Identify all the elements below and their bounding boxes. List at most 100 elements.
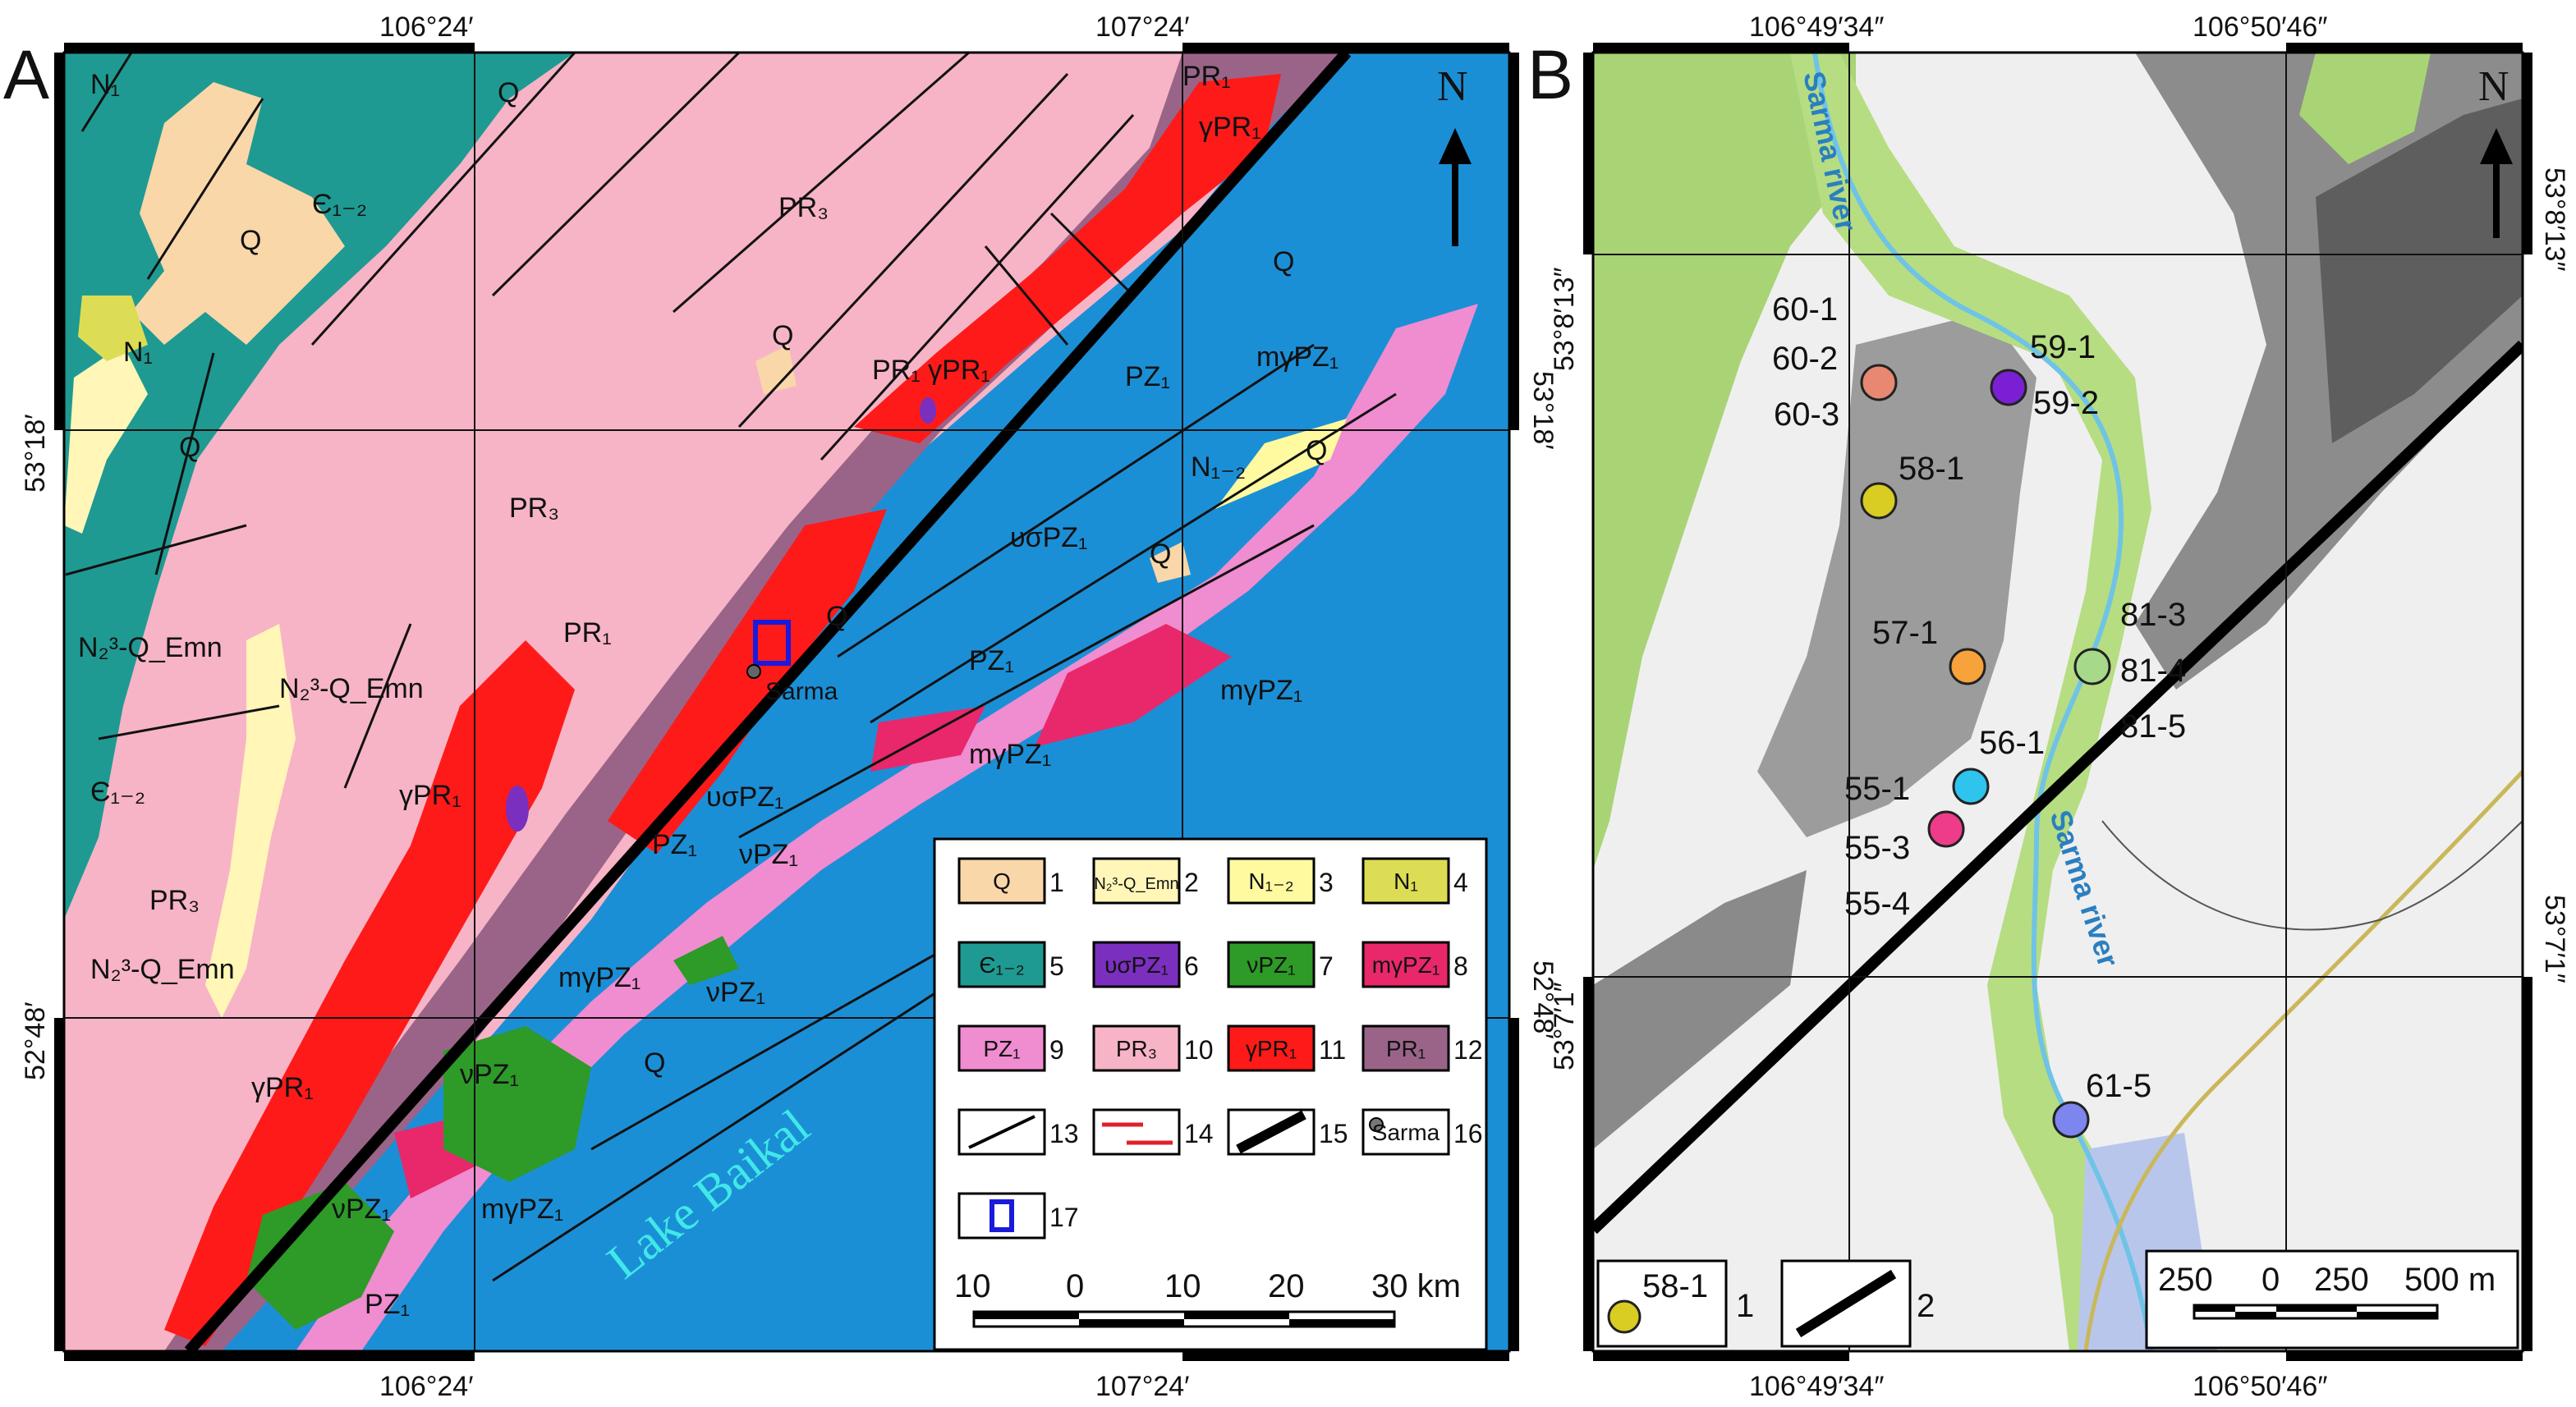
- coord-a-right-upper: 53°18′: [1527, 371, 1559, 450]
- sample-point-58: [1860, 482, 1898, 520]
- coord-b-bottom-left: 106°49′34″: [1749, 1371, 1884, 1402]
- unit-uspz1-a: [506, 786, 529, 832]
- north-arrow-b: N: [2478, 63, 2513, 238]
- coord-a-left-upper: 53°18′: [20, 414, 51, 493]
- sample-label-55-1: 55-1: [1844, 771, 1910, 807]
- sample-point-57: [1949, 648, 1986, 685]
- legend-a-number-14: 14: [1184, 1119, 1214, 1148]
- legend-a-number-15: 15: [1319, 1119, 1348, 1148]
- hillshade-east-dark: [2316, 99, 2523, 443]
- label-q-west: Q: [240, 225, 261, 256]
- coord-b-top-left: 106°49′34″: [1749, 11, 1884, 43]
- legend-a-main-fault-symbol: [1236, 1110, 1306, 1154]
- legend-a-items: Q 1 N₂³-Q_Emn 2 N₁₋₂ 3 N₁ 4 Є₁₋₂ 5 υσPZ₁ 6 νPZ₁ 7 mγPZ…: [957, 857, 1483, 1240]
- legend-a-swatch-1: [957, 857, 1046, 905]
- label-c12-north: Є₁₋₂: [312, 189, 367, 220]
- label-pr3-center: PR₃: [509, 493, 559, 524]
- label-vpz1-south: νPZ₁: [460, 1059, 519, 1090]
- sample-point-61: [2052, 1101, 2090, 1139]
- legend-a-number-8: 8: [1453, 951, 1468, 981]
- track: [2101, 820, 2523, 931]
- sarma-label: Sarma: [765, 678, 838, 705]
- legend-a-unit-label-7: νPZ₁: [1247, 952, 1295, 978]
- label-q-sarma: Q: [826, 601, 847, 632]
- label-nqmn-sw: N₂³-Q_Emn: [90, 954, 235, 985]
- vegetation-ne: [2299, 53, 2431, 164]
- scale-bar-b: 250 0 250 500 m: [2145, 1249, 2519, 1350]
- sarma-study-area-box: [753, 620, 791, 666]
- coord-a-bottom-right: 107°24′: [1095, 1371, 1190, 1402]
- legend-a-box: [933, 837, 1488, 1351]
- label-pz1-ne: PZ₁: [1125, 361, 1170, 392]
- panel-b-frame-bars: [1583, 43, 2532, 1361]
- unit-uspz1-b: [920, 397, 936, 424]
- sample-label-60-3: 60-3: [1774, 396, 1839, 433]
- legend-a-swatch-8: [1361, 941, 1450, 988]
- coord-a-top-left: 106°24′: [379, 11, 474, 43]
- panel-a-frame-bars: [54, 43, 1519, 1361]
- coord-a-bottom-left: 106°24′: [379, 1371, 474, 1402]
- legend-a-swatch-9: [957, 1024, 1046, 1072]
- panel-a-unit-labels: N₁ Q Є₁₋₂ Q N₁ Q PR₃ PR₃ N₂³-Q_Emn N₂³-Q…: [78, 61, 1339, 1320]
- label-gpr1-south: γPR₁: [251, 1072, 314, 1103]
- sample-labels: 60-1 60-2 60-3 59-1 59-2 58-1 57-1 81-3 …: [1772, 291, 2186, 1104]
- panel-b-letter: B: [1527, 36, 1573, 113]
- sample-label-55-4: 55-4: [1844, 886, 1910, 922]
- label-pz1-mid: PZ₁: [652, 829, 697, 860]
- road: [2083, 770, 2523, 1351]
- legend-a-number-3: 3: [1319, 868, 1334, 897]
- sample-label-59-2: 59-2: [2033, 385, 2099, 421]
- unit-mgpz1-b: [870, 706, 985, 772]
- sample-label-59-1: 59-1: [2030, 329, 2096, 365]
- legend-a-number-10: 10: [1184, 1035, 1214, 1065]
- label-pr1-gpr1: PR₁ γPR₁: [872, 355, 990, 386]
- legend-a-unit-label-4: N₁: [1394, 868, 1418, 894]
- legend-a-number-4: 4: [1453, 868, 1468, 897]
- panel-a-map: N₁ Q Є₁₋₂ Q N₁ Q PR₃ PR₃ N₂³-Q_Emn N₂³-Q…: [3, 11, 1559, 1402]
- sample-label-61-5: 61-5: [2086, 1068, 2151, 1104]
- north-arrow-a: N: [1437, 63, 1472, 246]
- legend-b-item1-num: 1: [1736, 1288, 1754, 1324]
- unit-vpz1-b: [246, 1182, 394, 1330]
- hillshade-sw: [1593, 870, 1807, 1149]
- sample-label-81-5: 81-5: [2120, 708, 2186, 745]
- scale-a-tick-3: 20: [1268, 1268, 1305, 1304]
- sarma-village-dot: [746, 664, 761, 679]
- legend-a-swatch-5: [957, 941, 1046, 988]
- coord-a-right-lower: 52°48′: [1527, 960, 1559, 1039]
- legend-a-swatch-4: [1361, 857, 1450, 905]
- sample-label-60-2: 60-2: [1772, 341, 1838, 377]
- vegetation-west: [1593, 53, 1856, 870]
- legend-a-swatch-16: [1361, 1108, 1450, 1156]
- label-q-e: Q: [1306, 435, 1327, 466]
- sample-points: [1860, 364, 2111, 1139]
- north-arrow-b-letter: N: [2478, 63, 2509, 110]
- legend-a-number-13: 13: [1049, 1119, 1079, 1148]
- legend-a-dike-symbol: [1102, 1122, 1173, 1145]
- coord-a-top-right: 107°24′: [1095, 11, 1190, 43]
- label-c12-south: Є₁₋₂: [90, 777, 145, 808]
- label-vpz1-sw: νPZ₁: [706, 977, 765, 1008]
- label-vpz1-mid: νPZ₁: [739, 839, 798, 870]
- legend-a-swatch-7: [1227, 941, 1316, 988]
- legend-a-number-16: 16: [1453, 1119, 1483, 1148]
- coord-b-left-upper: 53°8′13″: [1549, 267, 1580, 371]
- label-nqmn-center: N₂³-Q_Emn: [279, 673, 424, 704]
- label-n1-west: N₁: [123, 337, 153, 368]
- sample-label-55-3: 55-3: [1844, 830, 1910, 866]
- unit-n1-area: [78, 296, 148, 361]
- label-pr1-ne: PR₁: [1182, 61, 1231, 92]
- legend-b-fault-symbol: [1795, 1269, 1897, 1338]
- unit-gpr1-central: [608, 509, 887, 854]
- legend-a-unit-label-1: Q: [993, 868, 1011, 894]
- coord-a-left-lower: 52°48′: [20, 1001, 51, 1080]
- scale-a-tick-2: 10: [1164, 1268, 1201, 1304]
- label-mgpz1-mid: mγPZ₁: [969, 739, 1051, 770]
- legend-a: Q 1 N₂³-Q_Emn 2 N₁₋₂ 3 N₁ 4 Є₁₋₂ 5 υσPZ₁ 6 νPZ₁ 7 mγPZ…: [933, 837, 1488, 1351]
- legend-a-number-5: 5: [1049, 951, 1064, 981]
- label-uspz1-mid: υσPZ₁: [706, 781, 784, 813]
- legend-a-unit-label-9: PZ₁: [983, 1036, 1020, 1061]
- north-arrow-a-letter: N: [1437, 63, 1468, 110]
- legend-a-swatch-2: [1092, 857, 1181, 905]
